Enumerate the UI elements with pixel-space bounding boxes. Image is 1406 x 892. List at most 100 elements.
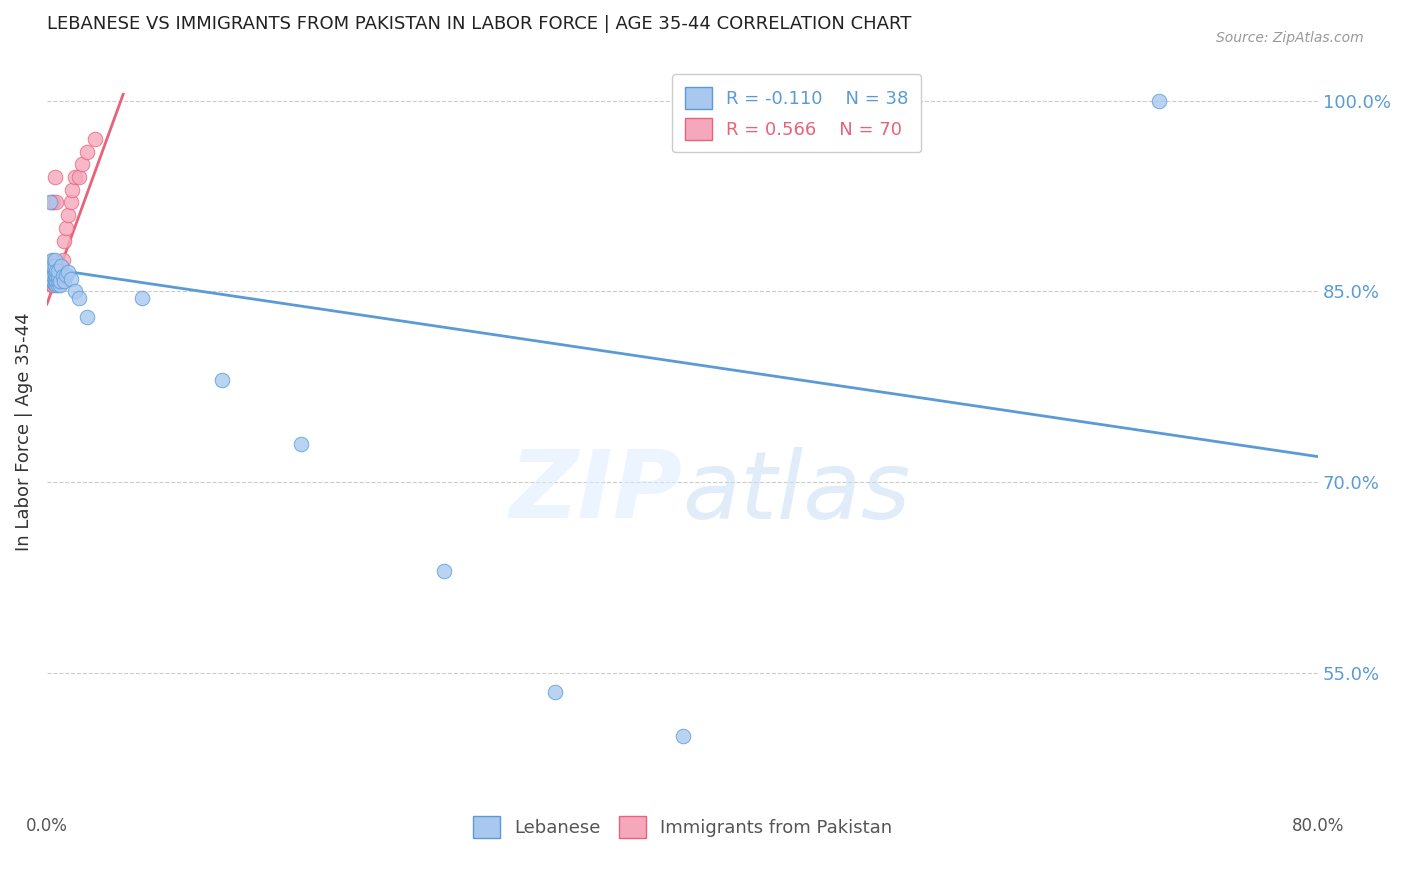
Point bbox=[42, 270, 65, 285]
Point bbox=[41, 274, 63, 288]
Point bbox=[211, 373, 233, 387]
Point bbox=[44, 274, 66, 288]
Point bbox=[41, 270, 63, 285]
Point bbox=[48, 278, 70, 293]
Point bbox=[41, 271, 63, 285]
Point bbox=[41, 271, 63, 285]
Point bbox=[46, 274, 69, 288]
Point bbox=[42, 268, 65, 282]
Point bbox=[39, 264, 62, 278]
Point bbox=[290, 437, 312, 451]
Point bbox=[60, 183, 83, 197]
Point bbox=[41, 276, 63, 290]
Point bbox=[53, 274, 76, 288]
Point bbox=[37, 261, 59, 276]
Legend: Lebanese, Immigrants from Pakistan: Lebanese, Immigrants from Pakistan bbox=[465, 809, 900, 846]
Point bbox=[37, 271, 59, 285]
Point bbox=[37, 259, 59, 273]
Point bbox=[44, 259, 66, 273]
Point bbox=[67, 169, 90, 184]
Point bbox=[65, 285, 87, 299]
Point bbox=[48, 274, 70, 288]
Text: atlas: atlas bbox=[682, 447, 911, 538]
Point bbox=[46, 274, 69, 288]
Point bbox=[52, 252, 75, 267]
Point bbox=[37, 268, 59, 282]
Point bbox=[55, 268, 77, 282]
Point bbox=[39, 269, 62, 284]
Point bbox=[39, 259, 62, 273]
Point bbox=[45, 264, 67, 278]
Point bbox=[41, 278, 63, 293]
Point bbox=[41, 269, 63, 284]
Point bbox=[44, 269, 66, 284]
Point bbox=[37, 274, 59, 288]
Point bbox=[37, 265, 59, 279]
Point bbox=[42, 265, 65, 279]
Point bbox=[59, 195, 82, 210]
Point bbox=[131, 291, 153, 305]
Point bbox=[39, 277, 62, 291]
Point bbox=[52, 269, 75, 284]
Point bbox=[41, 256, 63, 270]
Point bbox=[433, 564, 456, 578]
Point bbox=[42, 274, 65, 288]
Point bbox=[45, 276, 67, 290]
Point bbox=[45, 269, 67, 284]
Point bbox=[39, 195, 62, 210]
Point bbox=[41, 264, 63, 278]
Point bbox=[67, 291, 90, 305]
Point bbox=[46, 271, 69, 285]
Point bbox=[44, 169, 66, 184]
Point bbox=[44, 271, 66, 285]
Point bbox=[51, 259, 73, 273]
Point bbox=[39, 256, 62, 270]
Point bbox=[39, 268, 62, 282]
Point bbox=[65, 169, 87, 184]
Point bbox=[53, 234, 76, 248]
Point bbox=[39, 261, 62, 276]
Point bbox=[42, 269, 65, 284]
Point bbox=[70, 157, 93, 171]
Point bbox=[39, 267, 62, 281]
Point bbox=[42, 261, 65, 276]
Point bbox=[42, 273, 65, 287]
Point bbox=[39, 271, 62, 285]
Point bbox=[42, 259, 65, 273]
Point bbox=[671, 729, 693, 743]
Point bbox=[544, 685, 567, 699]
Point bbox=[46, 278, 69, 293]
Point bbox=[37, 262, 59, 277]
Point bbox=[41, 267, 63, 281]
Point bbox=[45, 274, 67, 288]
Point bbox=[41, 252, 63, 267]
Point bbox=[56, 265, 79, 279]
Point bbox=[44, 277, 66, 291]
Point bbox=[39, 265, 62, 279]
Point bbox=[44, 267, 66, 281]
Point bbox=[59, 271, 82, 285]
Point bbox=[46, 269, 69, 284]
Point bbox=[44, 267, 66, 281]
Point bbox=[44, 277, 66, 291]
Point bbox=[42, 276, 65, 290]
Point bbox=[44, 271, 66, 285]
Point bbox=[56, 208, 79, 222]
Point bbox=[46, 264, 69, 278]
Point bbox=[42, 278, 65, 293]
Point bbox=[39, 259, 62, 273]
Point bbox=[51, 259, 73, 273]
Point bbox=[42, 195, 65, 210]
Point bbox=[45, 195, 67, 210]
Point bbox=[45, 278, 67, 293]
Point bbox=[37, 256, 59, 270]
Point bbox=[41, 253, 63, 268]
Point bbox=[45, 269, 67, 284]
Text: LEBANESE VS IMMIGRANTS FROM PAKISTAN IN LABOR FORCE | AGE 35-44 CORRELATION CHAR: LEBANESE VS IMMIGRANTS FROM PAKISTAN IN … bbox=[46, 15, 911, 33]
Text: ZIP: ZIP bbox=[509, 446, 682, 538]
Point bbox=[83, 132, 105, 146]
Point bbox=[44, 264, 66, 278]
Point bbox=[37, 269, 59, 284]
Point bbox=[48, 265, 70, 279]
Point bbox=[76, 310, 98, 324]
